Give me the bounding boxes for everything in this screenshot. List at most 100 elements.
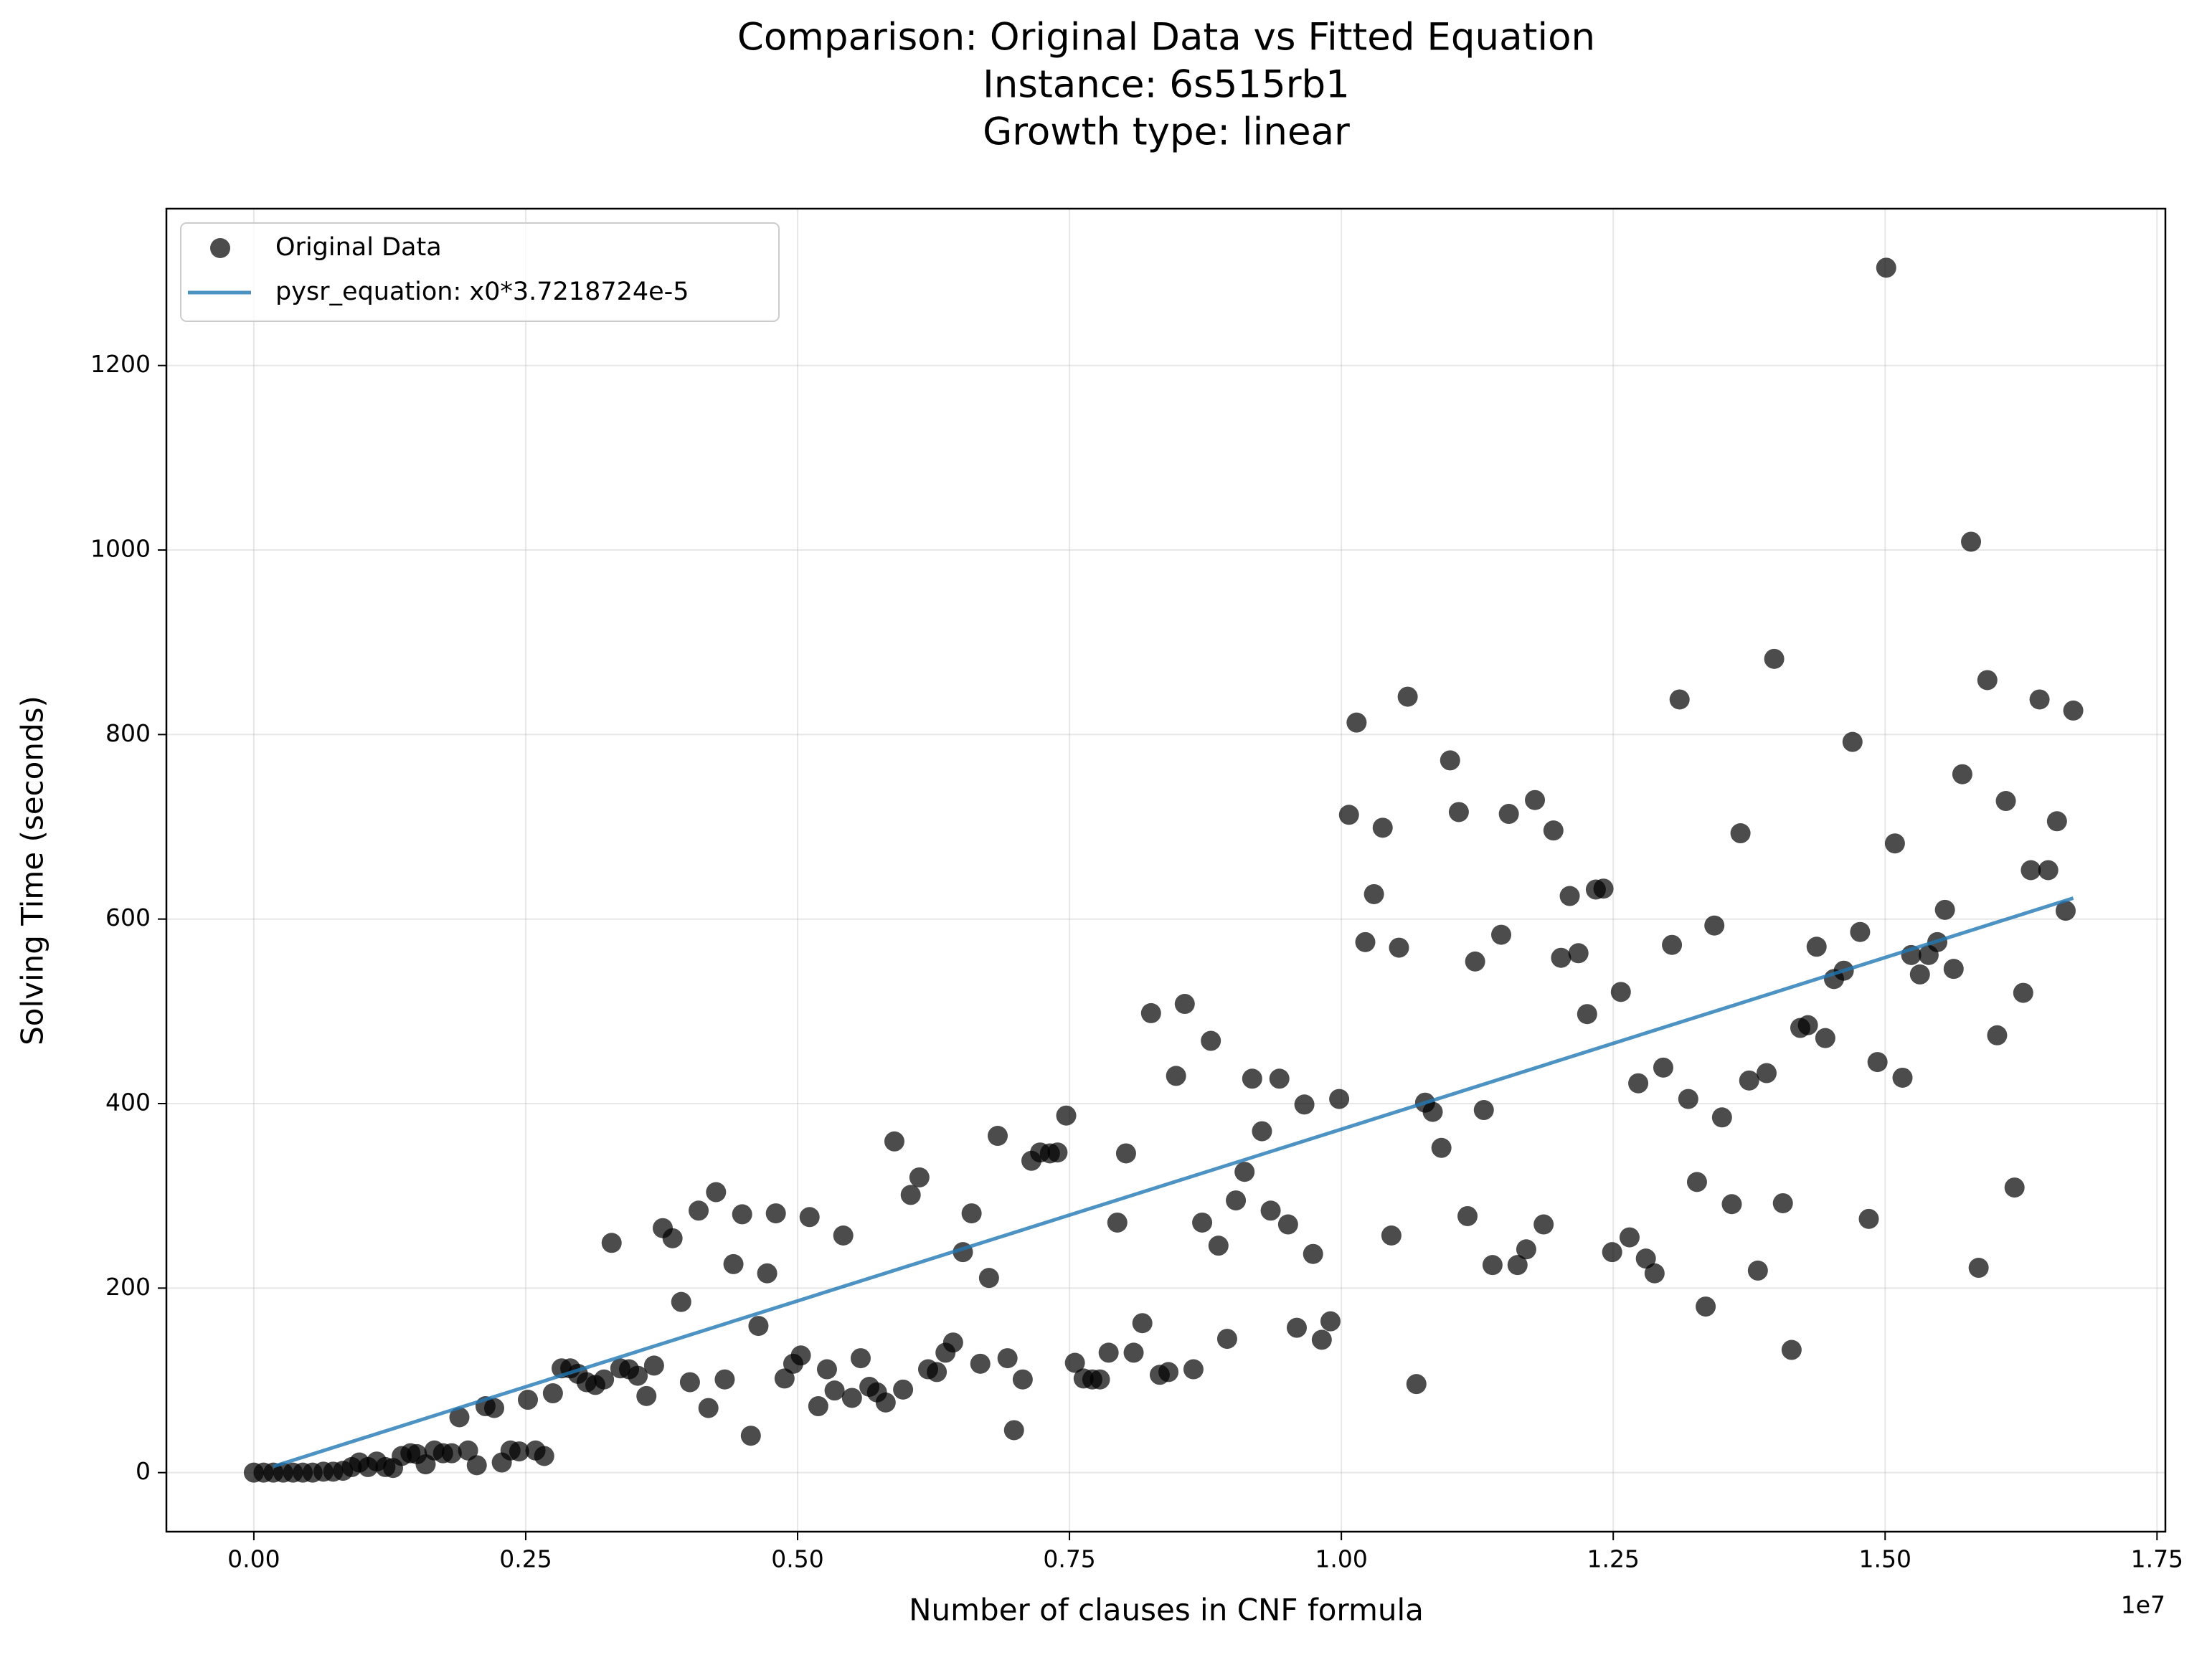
- scatter-point: [1559, 886, 1580, 906]
- scatter-point: [1593, 878, 1614, 899]
- scatter-point: [1457, 1205, 1478, 1226]
- scatter-point: [1208, 1236, 1229, 1256]
- scatter-point: [774, 1368, 795, 1389]
- scatter-point: [833, 1225, 854, 1246]
- scatter-point: [961, 1203, 982, 1224]
- scatter-point: [1123, 1342, 1144, 1363]
- y-axis-label: Solving Time (seconds): [15, 696, 50, 1045]
- scatter-point: [978, 1268, 999, 1289]
- scatter-point: [1003, 1420, 1024, 1441]
- scatter-point: [909, 1167, 930, 1187]
- scatter-point: [1422, 1101, 1443, 1122]
- scatter-point: [2029, 689, 2050, 710]
- scatter-point: [1884, 833, 1905, 854]
- scatter-point: [1056, 1105, 1077, 1126]
- y-tick-label: 1200: [90, 350, 151, 378]
- x-offset-label: 1e7: [2121, 1591, 2165, 1619]
- chart-subtitle: Growth type: linear: [983, 110, 1350, 154]
- legend: Original Data pysr_equation: x0*3.7218724…: [180, 222, 780, 322]
- scatter-point: [765, 1203, 786, 1224]
- scatter-point: [1516, 1239, 1536, 1260]
- scatter-point: [1756, 1063, 1777, 1083]
- scatter-point: [1277, 1214, 1298, 1235]
- scatter-point: [1610, 982, 1631, 1002]
- scatter-point: [1662, 934, 1683, 955]
- scatter-point: [628, 1365, 648, 1386]
- scatter-point: [1346, 712, 1367, 733]
- scatter-point: [517, 1390, 538, 1410]
- x-tick-label: 1.75: [2131, 1545, 2183, 1573]
- scatter-point: [1482, 1255, 1503, 1276]
- scatter-point: [1551, 947, 1571, 968]
- scatter-point: [1619, 1227, 1640, 1248]
- scatter-point: [970, 1353, 991, 1374]
- scatter-point: [799, 1207, 820, 1228]
- x-tick-label: 0.25: [499, 1545, 552, 1573]
- scatter-point: [1372, 817, 1393, 838]
- scatter-point: [1721, 1194, 1742, 1215]
- scatter-point: [1577, 1004, 1597, 1025]
- scatter-point: [1995, 791, 2016, 812]
- scatter-point: [662, 1228, 683, 1248]
- scatter-point: [2004, 1177, 2025, 1198]
- scatter-point: [1892, 1067, 1913, 1088]
- scatter-point: [841, 1388, 862, 1408]
- scatter-point: [927, 1362, 947, 1383]
- scatter-point: [1961, 531, 1982, 552]
- scatter-point: [1850, 921, 1871, 942]
- y-tick-label: 0: [136, 1457, 151, 1485]
- scatter-point: [542, 1383, 563, 1404]
- scatter-point: [893, 1379, 914, 1400]
- scatter-point: [1507, 1255, 1528, 1276]
- scatter-point: [1115, 1143, 1136, 1164]
- scatter-point: [449, 1407, 470, 1428]
- scatter-point: [1858, 1208, 1879, 1229]
- x-tick-label: 1.25: [1587, 1545, 1639, 1573]
- scatter-point: [1311, 1329, 1332, 1350]
- x-axis-label: Number of clauses in CNF formula: [909, 1593, 1424, 1628]
- scatter-point: [1242, 1068, 1262, 1089]
- scatter-point: [679, 1372, 700, 1393]
- scatter-point: [706, 1182, 727, 1203]
- scatter-point: [1943, 959, 1964, 980]
- legend-marker: [210, 238, 230, 258]
- scatter-point: [1730, 823, 1751, 844]
- scatter-point: [636, 1385, 657, 1406]
- scatter-point: [875, 1392, 896, 1413]
- scatter-point: [884, 1131, 904, 1152]
- scatter-point: [1389, 937, 1409, 958]
- x-tick-label: 0.50: [771, 1545, 823, 1573]
- scatter-point: [1166, 1066, 1186, 1086]
- scatter-point: [1064, 1352, 1085, 1373]
- scatter-point: [1047, 1142, 1068, 1163]
- scatter-point: [1338, 805, 1359, 825]
- scatter-point: [1842, 731, 1863, 752]
- plot-area: [243, 257, 2084, 1483]
- scatter-point: [483, 1398, 504, 1418]
- scatter-point: [601, 1233, 622, 1253]
- scatter-point: [441, 1443, 462, 1464]
- scatter-point: [2020, 860, 2041, 881]
- scatter-point: [1448, 802, 1469, 822]
- scatter-point: [997, 1348, 1018, 1369]
- grid: [166, 209, 2165, 1532]
- scatter-point: [1090, 1369, 1110, 1390]
- scatter-point: [1498, 804, 1519, 825]
- scatter-point: [1252, 1121, 1272, 1142]
- scatter-point: [594, 1369, 615, 1390]
- ticks: 0.00 0.25 0.50 0.75 1.00 1.25 1.50 1.75 0 200 400 6…: [90, 350, 2183, 1573]
- x-tick-label: 0.75: [1043, 1545, 1095, 1573]
- scatter-point: [1977, 670, 1998, 691]
- scatter-point: [1968, 1258, 1989, 1279]
- scatter-point: [1806, 936, 1827, 957]
- scatter-point: [689, 1200, 709, 1221]
- scatter-point: [671, 1291, 691, 1312]
- scatter-point: [1260, 1200, 1281, 1221]
- scatter-point: [1644, 1263, 1665, 1284]
- scatter-point: [1533, 1214, 1554, 1235]
- scatter-point: [1704, 915, 1725, 936]
- scatter-point: [1781, 1339, 1802, 1360]
- chart-title: Comparison: Original Data vs Fitted Equa…: [737, 16, 1595, 60]
- scatter-point: [1355, 931, 1376, 952]
- scatter-point: [942, 1332, 963, 1353]
